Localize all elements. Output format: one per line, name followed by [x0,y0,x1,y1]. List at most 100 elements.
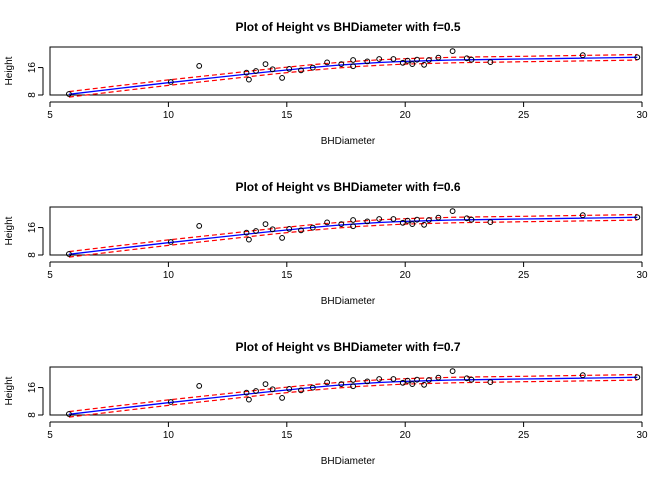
upper-band-line [68,373,638,413]
data-point [364,218,371,225]
data-point [350,217,357,223]
data-point [376,56,383,62]
data-point [324,379,331,386]
data-point [409,61,416,67]
data-point [487,59,494,65]
data-point [390,216,397,222]
data-point [338,221,345,228]
data-point [167,399,174,405]
data-point [286,386,293,392]
data-point [262,61,269,67]
data-point [350,57,357,63]
data-point [246,396,252,403]
data-point [426,377,432,383]
data-point [414,376,420,383]
data-point [196,63,203,69]
data-point [579,52,586,59]
data-point [404,57,411,64]
data-point [468,216,475,223]
x-tick-label: 30 [636,270,648,281]
data-point [286,66,293,72]
data-point [246,236,252,243]
data-point [167,239,174,245]
y-axis-label: Height [4,216,15,245]
x-axis-label: BHDiameter [321,296,376,307]
data-point [449,368,456,375]
data-point [421,61,428,68]
data-point [243,229,250,236]
data-point [376,376,383,382]
panel-3: Plot of Height vs BHDiameter with f=0.7 … [4,340,648,467]
data-point [350,63,357,70]
data-point [269,226,276,233]
data-point [243,389,250,396]
x-tick-label: 10 [163,430,175,441]
data-point [350,377,357,383]
data-point [409,221,416,228]
x-tick-label: 25 [518,110,530,121]
data-point [298,67,304,74]
data-point [426,217,432,223]
x-tick-label: 5 [47,270,53,281]
data-point [279,395,286,401]
data-point [350,383,357,390]
data-point [421,381,428,388]
data-point [309,64,316,71]
data-point [324,219,331,226]
y-tick-label: 8 [27,92,38,98]
y-axis-label: Height [4,376,15,405]
data-point [579,372,586,379]
panel-title: Plot of Height vs BHDiameter with f=0.6 [235,180,460,194]
data-point [309,224,316,231]
data-point [262,221,269,228]
y-tick-label: 8 [27,252,38,258]
data-point [421,221,428,228]
data-point [414,56,420,63]
data-point [364,58,371,65]
data-point [350,223,357,230]
data-point [338,61,345,67]
data-point [253,68,259,74]
data-point [468,376,475,383]
upper-band-line [68,213,638,253]
panel-title: Plot of Height vs BHDiameter with f=0.7 [235,340,460,354]
data-point [243,69,250,76]
data-point [298,387,304,394]
x-tick-label: 25 [518,430,530,441]
data-point [399,219,406,226]
plot-frame [49,366,643,416]
x-tick-label: 20 [400,430,412,441]
data-point [487,219,494,226]
panel-2: Plot of Height vs BHDiameter with f=0.6 … [4,180,648,307]
data-point [338,381,345,388]
x-tick-label: 30 [636,110,648,121]
x-tick-label: 20 [400,270,412,281]
data-point [167,79,174,85]
upper-band-line [68,53,638,93]
data-point [409,381,416,388]
data-point [246,76,252,83]
x-tick-label: 10 [163,110,175,121]
x-tick-label: 15 [281,110,293,121]
y-axis-label: Height [4,56,15,85]
x-tick-label: 15 [281,270,293,281]
data-point [579,212,586,219]
panel-title: Plot of Height vs BHDiameter with f=0.5 [235,20,460,34]
data-point [253,228,259,234]
y-tick-label: 16 [27,222,38,234]
data-point [279,75,286,81]
data-point [286,226,293,232]
data-point [435,374,442,381]
data-point [426,57,432,63]
data-point [404,377,411,384]
x-tick-label: 20 [400,110,412,121]
x-tick-label: 30 [636,430,648,441]
data-point [634,54,641,61]
data-point [435,54,442,61]
data-point [364,378,371,385]
data-point [66,251,72,257]
data-point [435,214,442,221]
data-point [66,91,72,97]
